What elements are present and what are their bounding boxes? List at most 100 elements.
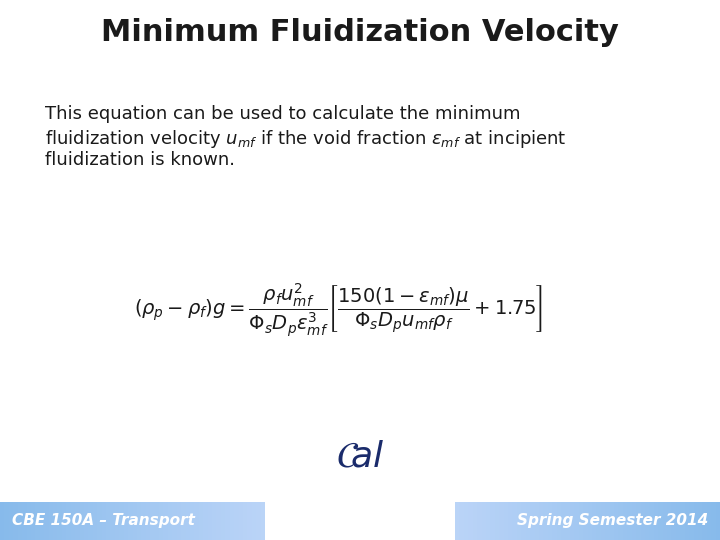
- Bar: [711, 502, 716, 540]
- Bar: [575, 502, 579, 540]
- Bar: [702, 502, 707, 540]
- Bar: [685, 502, 689, 540]
- Bar: [137, 502, 141, 540]
- Bar: [544, 502, 548, 540]
- Bar: [482, 502, 486, 540]
- Bar: [18, 502, 22, 540]
- Bar: [0, 502, 4, 540]
- Bar: [596, 502, 600, 540]
- Bar: [667, 502, 672, 540]
- Bar: [636, 502, 641, 540]
- Bar: [9, 502, 13, 540]
- Bar: [716, 502, 720, 540]
- Bar: [561, 502, 565, 540]
- Bar: [89, 502, 93, 540]
- Bar: [658, 502, 662, 540]
- Bar: [176, 502, 181, 540]
- Bar: [22, 502, 27, 540]
- Bar: [592, 502, 596, 540]
- Bar: [53, 502, 58, 540]
- Bar: [627, 502, 631, 540]
- Bar: [707, 502, 711, 540]
- Bar: [79, 502, 84, 540]
- Bar: [84, 502, 89, 540]
- Text: fluidization is known.: fluidization is known.: [45, 151, 235, 169]
- Bar: [256, 502, 261, 540]
- Bar: [548, 502, 552, 540]
- Text: Spring Semester 2014: Spring Semester 2014: [517, 514, 708, 529]
- Bar: [13, 502, 18, 540]
- Bar: [35, 502, 40, 540]
- Bar: [186, 502, 190, 540]
- Bar: [539, 502, 544, 540]
- Bar: [124, 502, 128, 540]
- Bar: [631, 502, 636, 540]
- Bar: [93, 502, 97, 540]
- Bar: [128, 502, 132, 540]
- Bar: [163, 502, 168, 540]
- Bar: [503, 502, 508, 540]
- Bar: [645, 502, 649, 540]
- Bar: [459, 502, 464, 540]
- Bar: [654, 502, 658, 540]
- Bar: [230, 502, 234, 540]
- Bar: [672, 502, 676, 540]
- Bar: [27, 502, 31, 540]
- Bar: [194, 502, 199, 540]
- Bar: [472, 502, 477, 540]
- Bar: [261, 502, 265, 540]
- Text: This equation can be used to calculate the minimum: This equation can be used to calculate t…: [45, 105, 521, 123]
- Bar: [102, 502, 106, 540]
- Bar: [97, 502, 102, 540]
- Bar: [662, 502, 667, 540]
- Bar: [145, 502, 150, 540]
- Bar: [62, 502, 66, 540]
- Bar: [110, 502, 114, 540]
- Bar: [203, 502, 207, 540]
- Bar: [689, 502, 693, 540]
- Bar: [490, 502, 495, 540]
- Bar: [610, 502, 614, 540]
- Bar: [248, 502, 252, 540]
- Bar: [570, 502, 575, 540]
- Bar: [614, 502, 618, 540]
- Bar: [58, 502, 62, 540]
- Bar: [552, 502, 557, 540]
- Bar: [618, 502, 623, 540]
- Bar: [676, 502, 680, 540]
- Bar: [217, 502, 221, 540]
- Bar: [606, 502, 610, 540]
- Text: fluidization velocity $u_{mf}$ if the void fraction $\varepsilon_{mf}$ at incipi: fluidization velocity $u_{mf}$ if the vo…: [45, 128, 567, 150]
- Bar: [521, 502, 526, 540]
- Bar: [132, 502, 137, 540]
- Bar: [172, 502, 176, 540]
- Bar: [565, 502, 570, 540]
- Bar: [114, 502, 120, 540]
- Bar: [455, 502, 459, 540]
- Bar: [150, 502, 155, 540]
- Bar: [44, 502, 48, 540]
- Bar: [499, 502, 503, 540]
- Bar: [583, 502, 588, 540]
- Text: $\mathcal{C}\!\mathit{al}$: $\mathcal{C}\!\mathit{al}$: [336, 440, 384, 474]
- Bar: [680, 502, 685, 540]
- Bar: [534, 502, 539, 540]
- Bar: [486, 502, 490, 540]
- Bar: [141, 502, 145, 540]
- Bar: [517, 502, 521, 540]
- Text: $\left(\rho_p - \rho_f\right)g = \dfrac{\rho_f u_{mf}^2}{\Phi_s D_p \varepsilon_: $\left(\rho_p - \rho_f\right)g = \dfrac{…: [134, 281, 543, 339]
- Bar: [40, 502, 44, 540]
- Bar: [106, 502, 110, 540]
- Bar: [252, 502, 256, 540]
- Bar: [526, 502, 530, 540]
- Bar: [698, 502, 702, 540]
- Bar: [623, 502, 627, 540]
- Bar: [66, 502, 71, 540]
- Bar: [181, 502, 186, 540]
- Bar: [508, 502, 513, 540]
- Bar: [579, 502, 583, 540]
- Bar: [155, 502, 159, 540]
- Bar: [649, 502, 654, 540]
- Bar: [168, 502, 172, 540]
- Bar: [464, 502, 468, 540]
